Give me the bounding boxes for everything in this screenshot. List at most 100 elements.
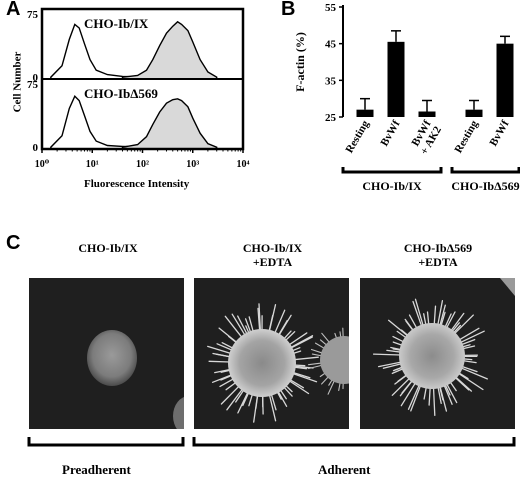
filopodium bbox=[377, 361, 403, 368]
xtick-label-3: 10³ bbox=[186, 159, 199, 170]
micrograph-preadherent bbox=[29, 278, 184, 429]
filopodium bbox=[439, 304, 446, 327]
filopodium bbox=[382, 362, 403, 369]
filopodium bbox=[460, 365, 478, 373]
spread-cell bbox=[399, 323, 465, 389]
label-adherent: Adherent bbox=[318, 462, 371, 477]
filopodium bbox=[293, 356, 319, 361]
filopodium bbox=[219, 377, 235, 388]
bar-0 bbox=[356, 109, 374, 117]
bar-2 bbox=[418, 111, 436, 117]
filopodium bbox=[412, 300, 423, 328]
group-bracket-1 bbox=[450, 167, 520, 174]
filopodium bbox=[278, 314, 292, 337]
filopodium bbox=[426, 311, 430, 326]
filopodium bbox=[327, 379, 336, 395]
filopodium bbox=[401, 379, 414, 394]
caption-3-line2: +EDTA bbox=[418, 255, 458, 269]
bottom-ytick-zero: 0 bbox=[33, 142, 39, 154]
filopodium bbox=[288, 379, 310, 395]
category-label-1: BvWf bbox=[378, 118, 402, 148]
xtick-label-4: 10⁴ bbox=[237, 159, 250, 170]
filopodium bbox=[460, 367, 488, 380]
filopodium bbox=[220, 385, 241, 405]
bottom-histogram-control bbox=[50, 94, 144, 150]
filopodium bbox=[437, 300, 444, 327]
filopodium bbox=[218, 327, 238, 344]
filopodium bbox=[437, 385, 442, 405]
filopodium bbox=[414, 298, 424, 327]
filopodium bbox=[307, 364, 324, 370]
ytick-label-3: 55 bbox=[325, 2, 337, 14]
filopodium bbox=[407, 383, 421, 410]
bracket-preadherent bbox=[27, 437, 185, 447]
filopodium bbox=[225, 381, 237, 391]
micrograph-adherent-ib-delta569 bbox=[360, 278, 515, 429]
group-label-1: CHO-IbΔ569 bbox=[451, 179, 519, 193]
caption-cho-ib-ix-edta: CHO-Ib/IX +EDTA bbox=[195, 241, 350, 269]
filopodium bbox=[460, 338, 476, 346]
filopodium bbox=[454, 376, 470, 391]
bar-3 bbox=[465, 109, 483, 117]
xtick-label-1: 10¹ bbox=[86, 159, 99, 170]
filopodium bbox=[289, 335, 314, 349]
filopodium bbox=[248, 316, 255, 333]
filopodium bbox=[224, 315, 243, 339]
filopodium bbox=[220, 374, 234, 381]
filopodium bbox=[237, 315, 248, 336]
filopodium bbox=[386, 349, 402, 353]
filopodium bbox=[428, 386, 431, 406]
filopodium bbox=[439, 385, 448, 412]
filopodium bbox=[458, 327, 480, 341]
panel-a-bottom-label: CHO-IbΔ569 bbox=[84, 86, 158, 101]
spread-cell bbox=[228, 329, 296, 397]
filopodium bbox=[253, 394, 259, 423]
filopodium bbox=[408, 314, 418, 330]
group-brackets bbox=[27, 437, 516, 447]
filopodium bbox=[235, 388, 245, 403]
ytick-label-1: 35 bbox=[325, 75, 337, 87]
micrograph-adherent-ib-ix bbox=[194, 278, 349, 429]
filopodium bbox=[293, 366, 308, 370]
filopodium bbox=[391, 367, 405, 375]
filopodium bbox=[405, 320, 415, 332]
panel-a-xlabel: Fluorescence Intensity bbox=[84, 178, 190, 190]
label-preadherent: Preadherent bbox=[62, 462, 131, 477]
filopodium bbox=[449, 312, 465, 332]
filopodium bbox=[237, 391, 249, 414]
filopodium bbox=[242, 391, 250, 407]
caption-cho-ib-delta-edta: CHO-IbΔ569 +EDTA bbox=[358, 241, 518, 269]
filopodium bbox=[445, 382, 458, 404]
filopodium bbox=[433, 305, 437, 326]
caption-2-line1: CHO-Ib/IX bbox=[242, 241, 303, 255]
filopodium bbox=[387, 319, 409, 337]
filopodium bbox=[258, 303, 262, 332]
filopodium bbox=[248, 392, 254, 407]
top-histogram-control bbox=[50, 23, 144, 80]
filopodium bbox=[216, 343, 234, 352]
filopodium bbox=[268, 304, 277, 333]
filopodium bbox=[288, 378, 305, 389]
filopodium bbox=[432, 386, 436, 417]
filopodium bbox=[444, 313, 452, 329]
ytick-label-2: 45 bbox=[325, 39, 337, 51]
panel-a-top-label: CHO-Ib/IX bbox=[84, 16, 149, 31]
top-ytick-zero: 0 bbox=[33, 72, 39, 84]
filopodium bbox=[443, 383, 453, 405]
filopodium bbox=[410, 384, 422, 412]
edge-cell-spikes bbox=[500, 278, 515, 296]
filopodium bbox=[291, 372, 318, 383]
filopodium bbox=[372, 353, 402, 356]
category-label-3: Resting bbox=[452, 118, 480, 155]
edge-cell bbox=[173, 397, 184, 429]
filopodium bbox=[423, 385, 428, 400]
caption-cho-ib-ix: CHO-Ib/IX bbox=[28, 241, 188, 255]
filopodium bbox=[321, 332, 331, 344]
filopodium bbox=[289, 336, 313, 349]
filopodium bbox=[394, 374, 408, 385]
filopodium bbox=[461, 345, 476, 350]
panel-b-ylabel: F-actin (%) bbox=[293, 32, 307, 92]
bottom-ytick-max: 75 bbox=[27, 79, 39, 91]
filopodium bbox=[462, 359, 477, 364]
